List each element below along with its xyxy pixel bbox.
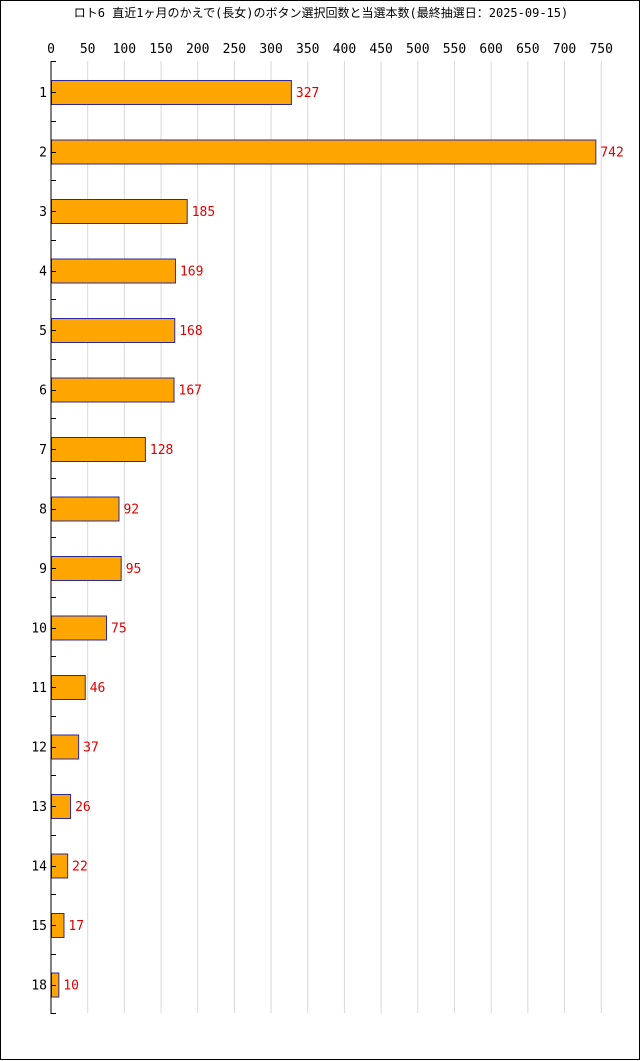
- value-label: 128: [150, 443, 173, 458]
- bar: [51, 139, 597, 165]
- category-label: 12: [31, 741, 47, 756]
- category-label: 13: [31, 800, 47, 815]
- x-tick-label: 500: [406, 42, 429, 57]
- x-tick-label: 250: [223, 42, 246, 57]
- value-label: 169: [180, 265, 203, 280]
- axes-group: [50, 61, 56, 1014]
- category-label: 7: [39, 443, 47, 458]
- x-tick-label: 0: [47, 42, 55, 57]
- category-label: 1: [39, 86, 47, 101]
- bar: [51, 199, 188, 224]
- value-label: 327: [296, 86, 319, 101]
- x-tick-label: 750: [589, 42, 612, 57]
- value-label: 26: [75, 800, 91, 815]
- value-label: 75: [111, 622, 127, 637]
- value-label: 92: [123, 503, 139, 518]
- category-label: 8: [39, 503, 47, 518]
- value-label: 185: [192, 205, 215, 220]
- x-tick-label: 150: [149, 42, 172, 57]
- bar: [51, 496, 120, 522]
- bar: [51, 437, 146, 462]
- x-tick-label: 50: [80, 42, 96, 57]
- value-label: 37: [83, 741, 99, 756]
- value-label: 168: [179, 324, 202, 339]
- x-tick-label: 100: [113, 42, 136, 57]
- bar: [51, 734, 80, 760]
- category-label: 18: [31, 979, 47, 994]
- bar: [51, 318, 176, 343]
- category-label: 10: [31, 622, 47, 637]
- bar: [51, 377, 175, 403]
- x-tick-label: 550: [443, 42, 466, 57]
- category-label: 2: [39, 146, 47, 161]
- bar: [51, 675, 86, 700]
- category-label: 11: [31, 681, 47, 696]
- value-label: 22: [72, 860, 88, 875]
- x-tick-label: 300: [259, 42, 282, 57]
- labels-group: 0 50 100 150 200 250 300 350 400 450 500 550 600 650 7…: [31, 42, 623, 994]
- category-label: 4: [39, 265, 47, 280]
- x-tick-label: 400: [333, 42, 356, 57]
- category-label: 14: [31, 860, 47, 875]
- chart-title: ロト6 直近1ヶ月のかえで(長女)のボタン選択回数と当選本数(最終抽選日：202…: [73, 6, 569, 20]
- x-tick-label: 450: [369, 42, 392, 57]
- x-tick-label: 600: [479, 42, 502, 57]
- value-label: 742: [600, 146, 623, 161]
- x-tick-label: 200: [186, 42, 209, 57]
- x-tick-label: 650: [516, 42, 539, 57]
- category-label: 3: [39, 205, 47, 220]
- category-label: 6: [39, 384, 47, 399]
- x-tick-label: 700: [553, 42, 576, 57]
- bar: [51, 80, 292, 105]
- bar: [51, 258, 176, 284]
- category-label: 5: [39, 324, 47, 339]
- x-tick-label: 350: [296, 42, 319, 57]
- value-label: 95: [126, 562, 142, 577]
- category-label: 15: [31, 919, 47, 934]
- value-label: 167: [179, 384, 202, 399]
- grid-lines: [87, 61, 602, 1013]
- value-label: 10: [63, 979, 79, 994]
- value-label: 17: [68, 919, 84, 934]
- bar: [51, 556, 122, 581]
- bars-group: [51, 80, 597, 998]
- category-label: 9: [39, 562, 47, 577]
- value-label: 46: [90, 681, 106, 696]
- bar: [51, 615, 108, 641]
